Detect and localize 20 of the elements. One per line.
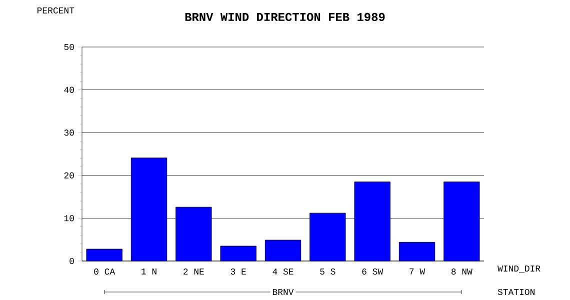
x-tick-label: 2 NE [184, 268, 204, 275]
x-tick-label: 5 S [320, 268, 336, 275]
x-tick-label: 3 E [230, 268, 246, 275]
chart-title: BRNV WIND DIRECTION FEB 1989 [185, 12, 385, 22]
x-tick-label: 4 SE [272, 268, 294, 275]
y-tick-label: 0 [70, 258, 74, 264]
y-axis-title: PERCENT [38, 7, 74, 14]
x-tick-label: 1 N [142, 268, 156, 274]
x-tick-label: 0 CA [94, 268, 116, 275]
y-tick-label: 30 [64, 130, 74, 136]
y-tick-label: 10 [64, 215, 74, 222]
text: STATION [498, 288, 534, 296]
y-tick-label: 20 [64, 172, 74, 178]
y-tick-label: 50 [64, 44, 74, 50]
text: BRNV [272, 289, 294, 295]
x-tick-label: 6 SW [362, 268, 384, 275]
x-tick-label: 7 W [410, 268, 426, 274]
x-axis-title: WIND_DIR [498, 266, 540, 272]
x-tick-label: 8 NW [451, 268, 472, 275]
y-tick-label: 40 [64, 86, 74, 93]
